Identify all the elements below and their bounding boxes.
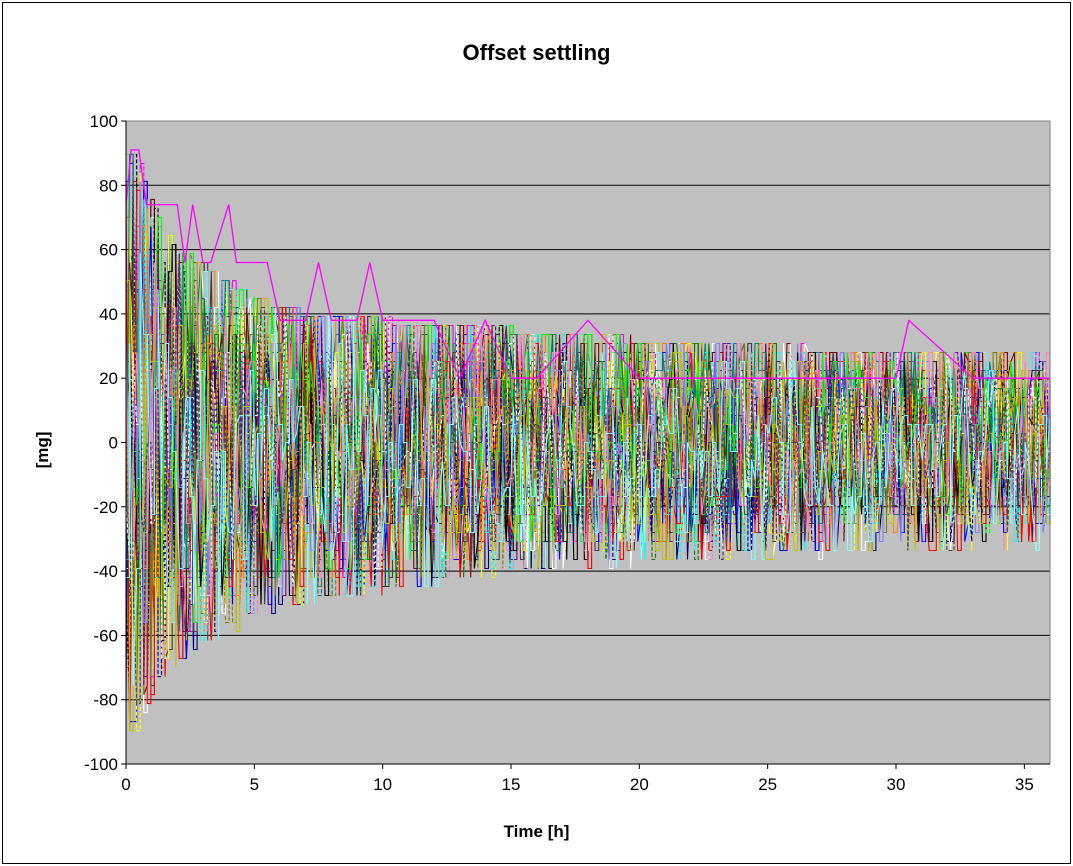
y-tick-label: -20 bbox=[93, 498, 118, 517]
series-line bbox=[125, 153, 1051, 695]
highlighted-series-line bbox=[125, 149, 1050, 380]
y-tick-label: -40 bbox=[93, 562, 118, 581]
y-tick-label: 20 bbox=[99, 369, 118, 388]
chart-title: Offset settling bbox=[462, 40, 611, 65]
x-tick-label: 20 bbox=[630, 775, 649, 794]
y-tick-label: 0 bbox=[109, 434, 118, 453]
axes bbox=[121, 120, 1050, 769]
y-tick-label: 40 bbox=[99, 305, 118, 324]
y-tick-label: -60 bbox=[93, 626, 118, 645]
x-tick-label: 15 bbox=[502, 775, 521, 794]
series-line bbox=[126, 208, 1051, 732]
x-axis-label: Time [h] bbox=[503, 822, 570, 841]
series-line bbox=[126, 181, 1051, 632]
series-line bbox=[126, 253, 1051, 705]
series-group bbox=[125, 149, 1051, 732]
x-tick-label: 30 bbox=[887, 775, 906, 794]
y-tick-label: -80 bbox=[93, 691, 118, 710]
x-tick-label: 5 bbox=[250, 775, 259, 794]
x-tick-label: 10 bbox=[373, 775, 392, 794]
y-tick-label: -100 bbox=[84, 755, 118, 774]
y-tick-label: 80 bbox=[99, 176, 118, 195]
x-tick-label: 25 bbox=[758, 775, 777, 794]
x-tick-label: 35 bbox=[1015, 775, 1034, 794]
y-tick-label: 100 bbox=[90, 112, 118, 131]
y-tick-label: 60 bbox=[99, 241, 118, 260]
series-line bbox=[126, 253, 1051, 686]
x-tick-label: 0 bbox=[121, 775, 130, 794]
